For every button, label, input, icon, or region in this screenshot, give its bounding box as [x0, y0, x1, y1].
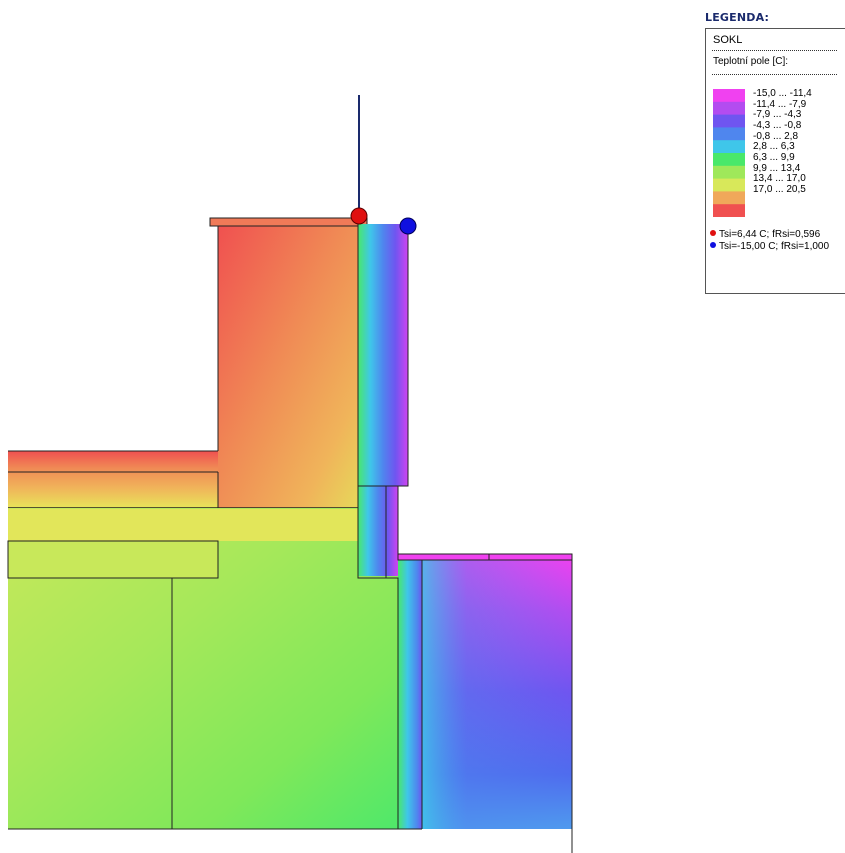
- range-label: 13,4 ... 17,0: [753, 173, 806, 185]
- structure-name: SOKL: [713, 34, 743, 46]
- scale-swatch: [713, 204, 745, 217]
- range-label: -4,3 ... -0,8: [753, 119, 802, 131]
- legend-divider: [712, 74, 837, 75]
- exterior-cap: [397, 553, 573, 561]
- scale-swatch: [713, 114, 745, 128]
- range-label: -7,9 ... -4,3: [753, 109, 802, 121]
- blue-point-label: Tsi=-15,00 C; fRsi=1,000: [719, 241, 830, 252]
- legend-divider: [712, 50, 837, 51]
- scale-swatch: [713, 178, 745, 192]
- legend-point-blue: Tsi=-15,00 C; fRsi=1,000: [710, 241, 829, 252]
- range-label: 9,9 ... 13,4: [753, 162, 801, 174]
- red-point-marker: [350, 207, 368, 225]
- range-label: 17,0 ... 20,5: [753, 183, 806, 195]
- floor-band-lower: [7, 540, 219, 579]
- insulation-middle: [358, 486, 398, 576]
- range-list: -15,0 ... -11,4 -11,4 ... -7,9 -7,9 ... -4…: [753, 88, 812, 196]
- upper-wall: [218, 224, 358, 508]
- scale-swatch: [713, 140, 745, 154]
- floor-band: [8, 509, 358, 541]
- legend-point-red: Tsi=6,44 C; fRsi=0,596: [710, 229, 820, 240]
- blue-point-marker: [399, 217, 417, 235]
- floor-layers: [8, 451, 218, 508]
- legend-panel: SOKL Teplotní pole [C]: -15,0 ... -11,4-…: [705, 28, 845, 294]
- structure-outlines: [8, 224, 573, 853]
- scale-swatch: [713, 153, 745, 167]
- range-label: -0,8 ... 2,8: [753, 130, 799, 142]
- scale-swatch: [713, 101, 745, 116]
- scale-swatch: [713, 165, 745, 180]
- range-label: -11,4 ... -7,9: [753, 98, 807, 110]
- range-label: 2,8 ... 6,3: [753, 141, 795, 153]
- color-scale: [713, 89, 745, 217]
- blue-dot-icon: [710, 242, 716, 249]
- red-point-label: Tsi=6,44 C; fRsi=0,596: [719, 229, 821, 240]
- range-label: -15,0 ... -11,4: [753, 88, 812, 99]
- exterior-blend: [422, 556, 572, 829]
- range-label: 6,3 ... 9,9: [753, 151, 795, 163]
- scale-swatch: [713, 89, 745, 103]
- insulation-upper: [358, 224, 408, 486]
- field-label: Teplotní pole [C]:: [713, 56, 789, 67]
- scale-swatch: [713, 191, 745, 205]
- red-dot-icon: [710, 230, 716, 237]
- scale-swatch: [713, 127, 745, 141]
- legend-heading: LEGENDA:: [705, 11, 770, 24]
- insulation-lower: [398, 556, 422, 829]
- coping: [209, 217, 368, 227]
